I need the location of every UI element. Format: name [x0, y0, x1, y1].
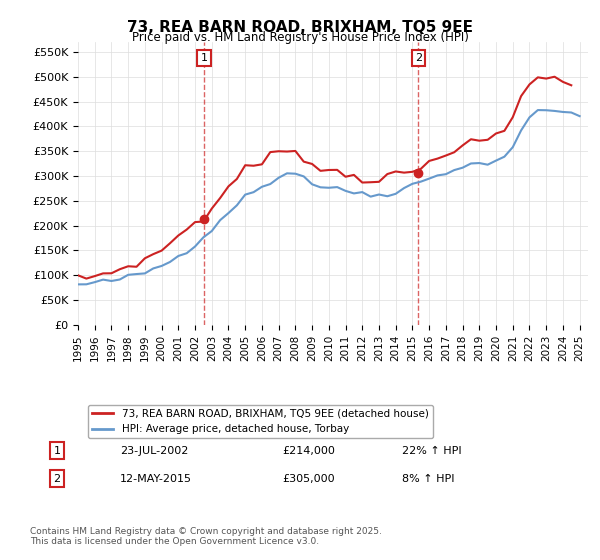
Text: £305,000: £305,000 [282, 474, 335, 484]
Legend: 73, REA BARN ROAD, BRIXHAM, TQ5 9EE (detached house), HPI: Average price, detach: 73, REA BARN ROAD, BRIXHAM, TQ5 9EE (det… [88, 405, 433, 438]
Text: 8% ↑ HPI: 8% ↑ HPI [402, 474, 455, 484]
Text: 23-JUL-2002: 23-JUL-2002 [120, 446, 188, 456]
Text: £214,000: £214,000 [282, 446, 335, 456]
Text: 1: 1 [53, 446, 61, 456]
Text: 12-MAY-2015: 12-MAY-2015 [120, 474, 192, 484]
Text: 1: 1 [201, 53, 208, 63]
Text: 73, REA BARN ROAD, BRIXHAM, TQ5 9EE: 73, REA BARN ROAD, BRIXHAM, TQ5 9EE [127, 20, 473, 35]
Text: 2: 2 [415, 53, 422, 63]
Text: 22% ↑ HPI: 22% ↑ HPI [402, 446, 461, 456]
Text: Contains HM Land Registry data © Crown copyright and database right 2025.
This d: Contains HM Land Registry data © Crown c… [30, 526, 382, 546]
Text: 2: 2 [53, 474, 61, 484]
Text: Price paid vs. HM Land Registry's House Price Index (HPI): Price paid vs. HM Land Registry's House … [131, 31, 469, 44]
